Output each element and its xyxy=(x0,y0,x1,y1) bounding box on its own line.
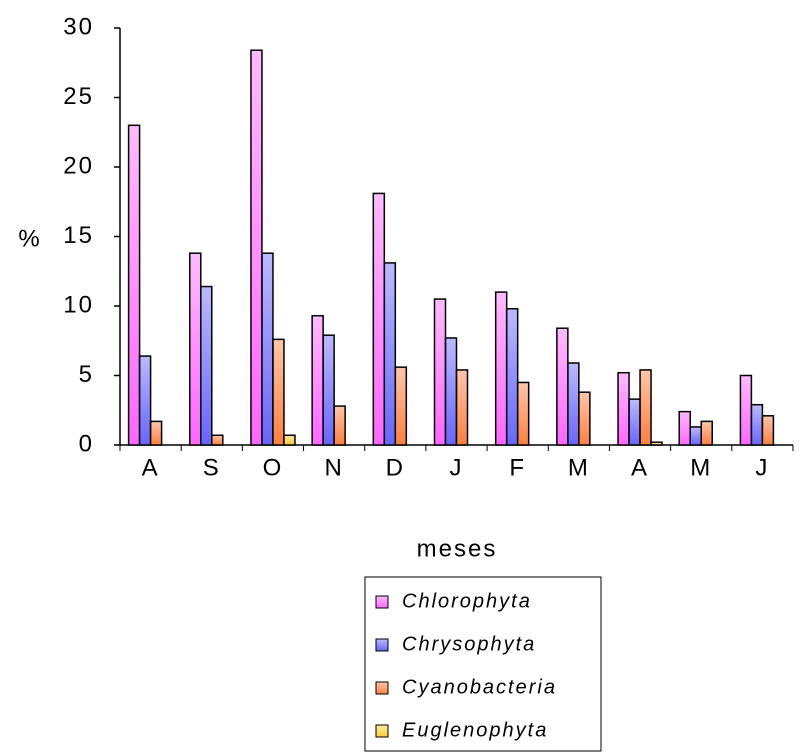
y-tick-label: 20 xyxy=(63,152,94,179)
x-tick-label: F xyxy=(509,454,526,481)
y-tick-label: 5 xyxy=(79,361,94,388)
bar xyxy=(394,366,408,446)
bar xyxy=(578,391,591,446)
bar xyxy=(261,252,274,446)
bar xyxy=(127,124,141,446)
x-tick-label: J xyxy=(755,454,769,481)
x-tick-label: M xyxy=(690,454,712,481)
y-tick-label: 30 xyxy=(63,13,94,40)
bar xyxy=(494,291,508,446)
bar xyxy=(138,355,152,446)
bar xyxy=(322,334,335,446)
bar xyxy=(333,405,346,446)
y-axis-label: % xyxy=(18,225,41,252)
y-tick-label: 10 xyxy=(63,291,94,318)
bar xyxy=(200,285,213,446)
bar xyxy=(678,410,691,446)
bar xyxy=(639,369,652,446)
bar xyxy=(505,308,519,446)
bar xyxy=(628,398,641,446)
legend-box xyxy=(364,576,602,752)
legend-label: Chlorophyta xyxy=(402,590,532,612)
legend-label: Chrysophyta xyxy=(402,633,536,655)
bar xyxy=(283,434,296,446)
legend-swatch xyxy=(375,595,389,609)
bar xyxy=(149,420,163,446)
bar xyxy=(617,371,630,446)
x-tick-label: N xyxy=(324,454,343,481)
y-tick-label: 0 xyxy=(79,430,94,457)
bar xyxy=(567,362,580,446)
bar xyxy=(689,426,702,446)
x-tick-label: A xyxy=(631,454,649,481)
x-tick-label: S xyxy=(203,454,221,481)
x-tick-label: O xyxy=(263,454,284,481)
x-tick-label: M xyxy=(568,454,590,481)
bar xyxy=(383,262,397,446)
bar xyxy=(211,434,224,446)
legend-label: Cyanobacteria xyxy=(402,676,557,698)
bar xyxy=(455,369,469,446)
bar xyxy=(250,49,263,446)
x-tick-label: J xyxy=(450,454,464,481)
legend-swatch xyxy=(375,638,389,652)
y-tick-label: 15 xyxy=(63,222,94,249)
bar xyxy=(311,314,324,446)
bar xyxy=(650,441,663,446)
legend-label: Euglenophyta xyxy=(402,719,548,741)
x-tick-label: A xyxy=(142,454,160,481)
y-tick-label: 25 xyxy=(63,83,94,110)
x-tick-label: D xyxy=(386,454,405,481)
bar xyxy=(739,374,753,446)
x-axis-label: meses xyxy=(417,535,498,562)
bar xyxy=(516,381,530,446)
bar xyxy=(272,338,285,446)
bar xyxy=(189,252,202,446)
bar xyxy=(750,403,764,446)
bar xyxy=(556,327,569,446)
bar xyxy=(372,192,386,446)
legend-swatch xyxy=(375,724,389,738)
legend-swatch xyxy=(375,681,389,695)
bar xyxy=(433,298,447,446)
bar xyxy=(761,415,775,446)
bar xyxy=(444,337,458,446)
bar xyxy=(700,420,713,446)
